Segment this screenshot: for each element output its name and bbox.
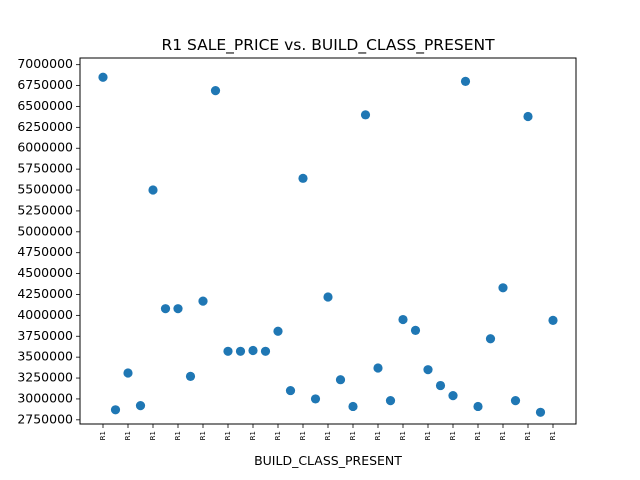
- data-point: [385, 396, 396, 406]
- x-tick-label: R1: [299, 431, 307, 440]
- data-point: [348, 401, 358, 412]
- data-point: [310, 394, 321, 404]
- x-tick-label: R1: [349, 431, 357, 440]
- data-point: [160, 304, 171, 314]
- y-tick-label: 5500000: [17, 182, 73, 197]
- x-tick-label: R1: [224, 431, 232, 440]
- data-point: [210, 85, 221, 96]
- x-tick-label: R1: [524, 431, 532, 440]
- x-tick-label: R1: [474, 431, 482, 440]
- y-tick-label: 5000000: [17, 223, 73, 238]
- data-point: [485, 334, 496, 344]
- y-tick-label: 7000000: [17, 56, 73, 71]
- data-point: [510, 396, 521, 406]
- x-tick-label: R1: [399, 431, 407, 440]
- data-point: [473, 401, 483, 412]
- data-point: [523, 111, 533, 122]
- data-point: [148, 185, 158, 195]
- data-point: [335, 375, 346, 385]
- x-axis-label: BUILD_CLASS_PRESENT: [254, 453, 402, 468]
- x-tick-label: R1: [149, 431, 157, 440]
- data-point: [373, 363, 383, 373]
- x-tick-label: R1: [324, 431, 332, 440]
- x-tick-label: R1: [499, 431, 507, 440]
- data-point: [260, 346, 271, 356]
- data-point: [273, 326, 283, 336]
- data-point: [435, 380, 446, 391]
- x-tick-label: R1: [274, 431, 282, 440]
- y-tick-label: 3250000: [17, 370, 73, 385]
- data-point: [98, 72, 108, 82]
- data-point: [285, 385, 296, 396]
- data-point: [398, 314, 408, 325]
- x-tick-label: R1: [99, 431, 107, 440]
- x-tick-label: R1: [199, 431, 207, 440]
- data-point: [323, 292, 333, 302]
- data-point: [360, 110, 371, 120]
- x-tick-label: R1: [124, 431, 132, 440]
- y-tick-label: 4250000: [17, 286, 73, 301]
- x-tick-label: R1: [424, 431, 432, 440]
- data-point: [498, 283, 508, 293]
- data-point: [423, 365, 433, 375]
- y-tick-label: 3500000: [17, 349, 73, 364]
- data-point: [410, 325, 421, 336]
- data-point: [135, 401, 146, 411]
- y-tick-label: 3750000: [17, 328, 73, 343]
- y-tick-label: 4750000: [17, 244, 73, 259]
- x-axis-ticks: R1 R1 R1 R1 R1 R1 R1 R1 R1 R1 R1 R1 R1 R1 R1 R1 R1 R1 R1: [99, 424, 557, 440]
- x-tick-label: R1: [549, 431, 557, 440]
- data-point: [110, 405, 121, 415]
- y-tick-label: 6750000: [17, 77, 73, 92]
- y-tick-label: 6500000: [17, 98, 73, 113]
- data-point: [548, 315, 558, 325]
- data-point: [248, 345, 258, 356]
- x-tick-label: R1: [249, 431, 257, 440]
- chart-title: R1 SALE_PRICE vs. BUILD_CLASS_PRESENT: [161, 36, 495, 55]
- x-tick-label: R1: [449, 431, 457, 440]
- data-point: [123, 368, 133, 378]
- data-point: [298, 173, 308, 183]
- y-tick-label: 4500000: [17, 265, 73, 280]
- data-point: [535, 407, 546, 417]
- y-tick-label: 5750000: [17, 161, 73, 176]
- data-point: [448, 390, 458, 401]
- y-tick-label: 6250000: [17, 119, 73, 134]
- data-point: [235, 346, 246, 356]
- y-tick-label: 4000000: [17, 307, 73, 322]
- x-tick-label: R1: [174, 431, 182, 440]
- data-point: [198, 296, 208, 306]
- data-point: [185, 371, 196, 381]
- y-axis-ticks: 2750000 3000000 3250000 3500000 3750000 40000…: [17, 56, 80, 426]
- plot-area-frame: [79, 57, 577, 425]
- data-points: [98, 72, 558, 417]
- y-tick-label: 3000000: [17, 390, 73, 405]
- y-tick-label: 6000000: [17, 140, 73, 155]
- y-tick-label: 5250000: [17, 202, 73, 217]
- data-point: [460, 76, 471, 86]
- data-point: [173, 304, 183, 314]
- data-point: [223, 346, 233, 356]
- y-tick-label: 2750000: [17, 411, 73, 426]
- x-tick-label: R1: [374, 431, 382, 440]
